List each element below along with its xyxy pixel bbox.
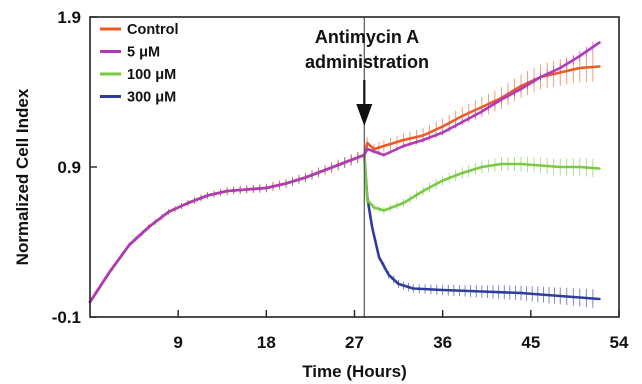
y-axis-title: Normalized Cell Index <box>13 88 32 265</box>
series-error-bars <box>89 149 594 308</box>
series-line <box>88 153 601 304</box>
legend: Control 5 μM 100 μM 300 μM <box>100 22 179 106</box>
legend-label: Control <box>127 22 179 38</box>
annotation-arrow-head <box>356 104 373 126</box>
legend-label: 300 μM <box>127 90 176 106</box>
x-tick-label: 45 <box>521 333 540 352</box>
series-error-bars <box>89 149 594 304</box>
series-line <box>88 153 601 304</box>
y-tick-label: 1.9 <box>57 8 81 27</box>
y-tick-label: 0.9 <box>57 158 81 177</box>
x-tick-label: 36 <box>433 333 452 352</box>
x-axis: 9 18 27 36 45 54 <box>173 310 629 352</box>
legend-label: 5 μM <box>127 45 160 61</box>
series-line <box>88 41 601 304</box>
annotation-line-2: administration <box>305 52 429 72</box>
y-tick-label: -0.1 <box>52 308 81 327</box>
annotation-line-1: Antimycin A <box>315 27 419 47</box>
x-tick-label: 27 <box>345 333 364 352</box>
legend-label: 100 μM <box>127 67 176 83</box>
annotation: Antimycin A administration <box>305 27 429 126</box>
x-tick-label: 9 <box>173 333 182 352</box>
x-axis-title: Time (Hours) <box>302 362 407 381</box>
y-axis: -0.1 0.9 1.9 <box>52 8 97 327</box>
x-tick-label: 18 <box>257 333 276 352</box>
x-tick-label: 54 <box>610 333 629 352</box>
